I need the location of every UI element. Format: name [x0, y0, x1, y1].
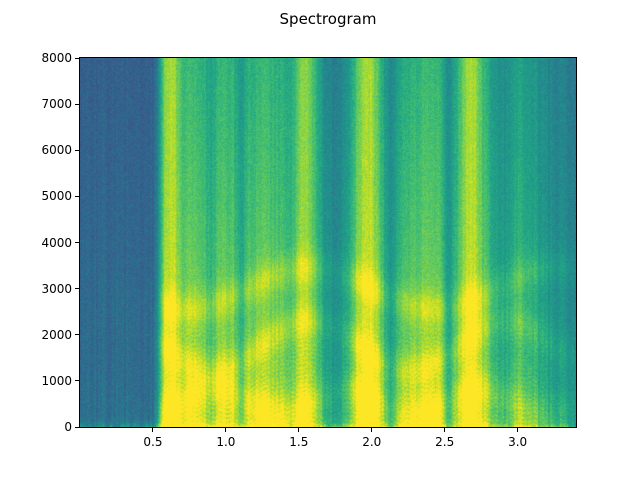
x-tick-label: 3.0	[508, 435, 528, 449]
spectrogram-image	[80, 58, 576, 427]
y-tick-label: 7000	[41, 97, 72, 112]
plot-title: Spectrogram	[279, 10, 377, 28]
y-tick-label: 3000	[41, 281, 72, 296]
x-tick-mark	[152, 428, 154, 432]
y-tick-mark	[75, 334, 79, 336]
x-tick-label: 0.5	[143, 435, 163, 449]
x-tick-label: 1.5	[289, 435, 309, 449]
x-tick-mark	[444, 428, 446, 432]
y-tick-mark	[75, 380, 79, 382]
x-tick-mark	[225, 428, 227, 432]
y-tick-label: 6000	[41, 143, 72, 158]
y-tick-mark	[75, 57, 79, 59]
x-tick-mark	[371, 428, 373, 432]
x-tick-label: 2.5	[435, 435, 455, 449]
y-tick-label: 1000	[41, 373, 72, 388]
y-tick-mark	[75, 426, 79, 428]
y-tick-label: 2000	[41, 327, 72, 342]
x-tick-label: 1.0	[216, 435, 236, 449]
y-tick-mark	[75, 288, 79, 290]
y-tick-label: 8000	[41, 51, 72, 65]
y-tick-mark	[75, 149, 79, 151]
y-tick-mark	[75, 103, 79, 105]
axes-frame	[79, 57, 577, 428]
x-tick-label: 2.0	[362, 435, 382, 449]
x-tick-mark	[517, 428, 519, 432]
y-tick-label: 5000	[41, 189, 72, 204]
y-tick-mark	[75, 242, 79, 243]
y-tick-label: 0	[64, 420, 72, 434]
y-tick-mark	[75, 195, 79, 197]
x-tick-mark	[298, 428, 300, 432]
y-tick-label: 4000	[41, 235, 72, 250]
